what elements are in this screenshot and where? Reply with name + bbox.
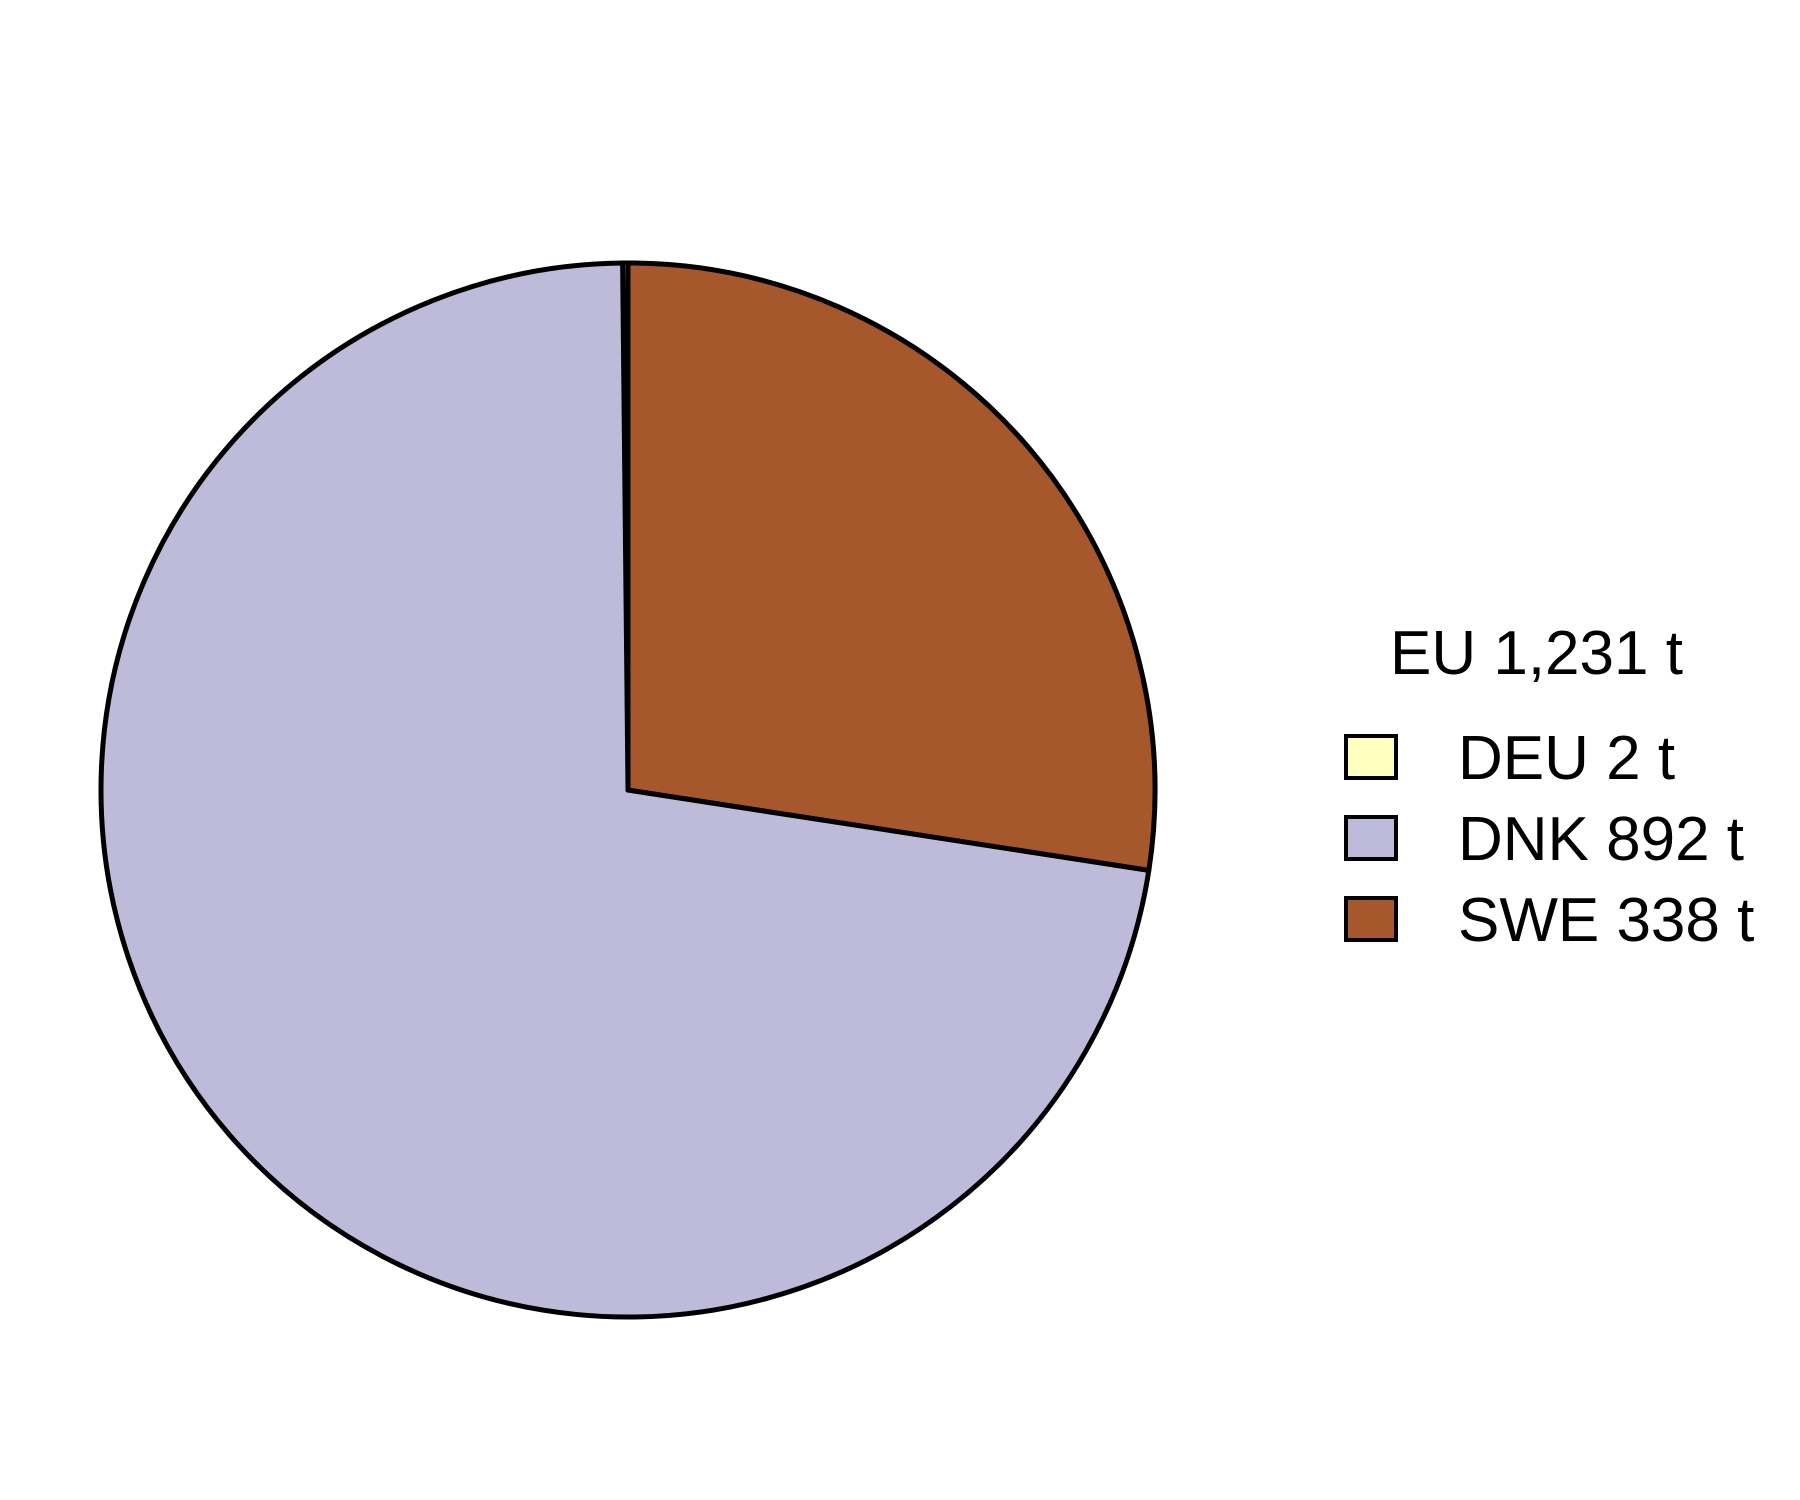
pie-slice-swe — [625, 260, 1158, 873]
legend-swatch-deu — [1344, 734, 1398, 780]
legend: EU 1,231 t DEU 2 t DNK 892 t SWE 338 t — [1344, 619, 1754, 955]
legend-label-deu: DEU 2 t — [1458, 724, 1675, 793]
legend-swatch-swe — [1344, 896, 1398, 942]
legend-swatch-dnk — [1344, 815, 1398, 861]
legend-label-swe: SWE 338 t — [1458, 886, 1754, 955]
legend-items: DEU 2 t DNK 892 t SWE 338 t — [1344, 724, 1754, 955]
pie-slices — [98, 260, 1158, 1320]
legend-title: EU 1,231 t — [1390, 619, 1683, 688]
pie-slice-dnk — [98, 260, 1152, 1320]
legend-label-dnk: DNK 892 t — [1458, 805, 1744, 874]
